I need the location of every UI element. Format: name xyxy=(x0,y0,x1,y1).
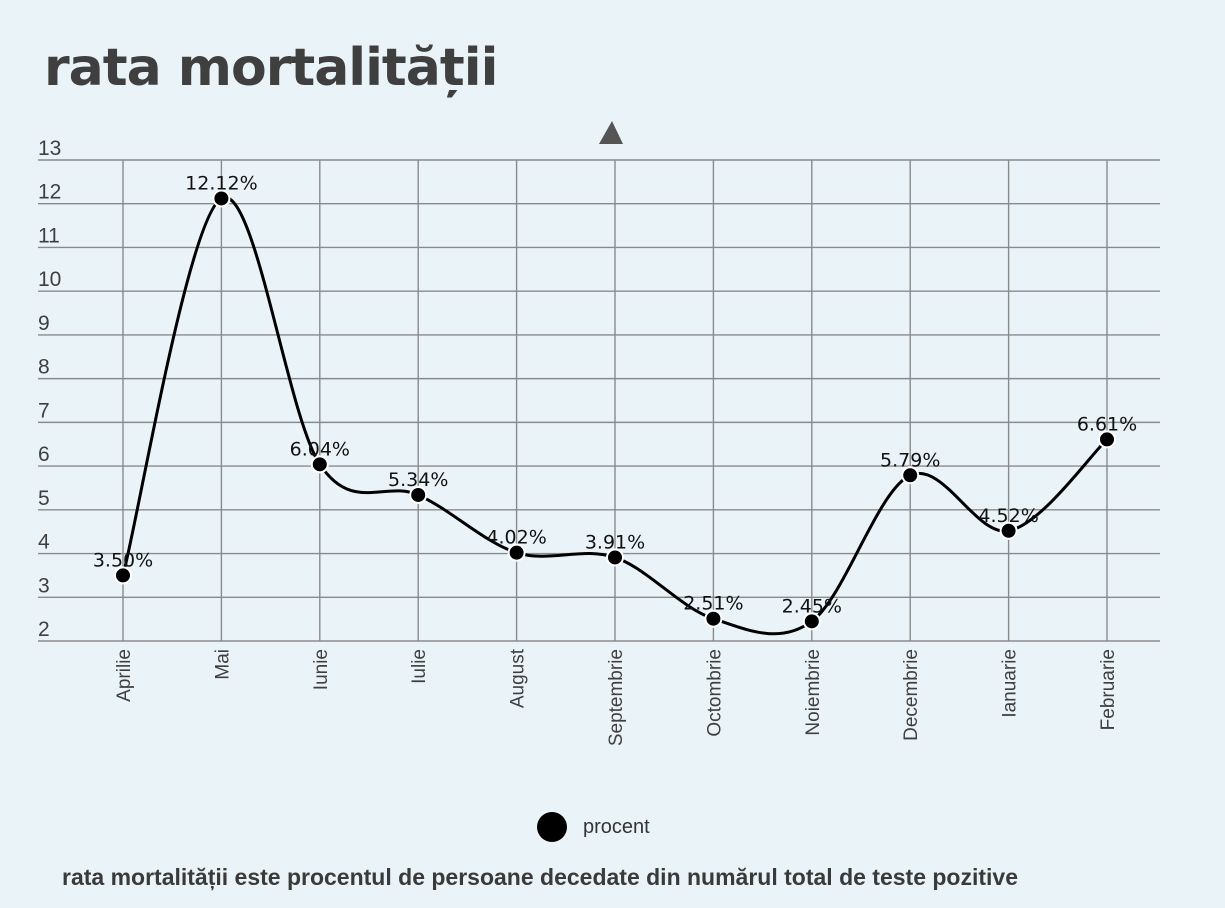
data-label: 3.91% xyxy=(585,531,645,553)
data-point[interactable] xyxy=(114,566,132,585)
data-label: 4.52% xyxy=(978,505,1038,527)
data-label: 5.79% xyxy=(880,449,940,471)
data-point[interactable] xyxy=(999,521,1018,540)
data-point[interactable] xyxy=(507,543,526,562)
x-tick-label: Mai xyxy=(212,649,233,680)
x-tick-label: Octombrie xyxy=(704,649,725,737)
chart-title: rata mortalității xyxy=(44,38,498,98)
data-label: 12.12% xyxy=(185,172,257,194)
data-label: 5.34% xyxy=(388,469,448,491)
y-tick-label: 4 xyxy=(38,531,50,554)
y-tick-label: 9 xyxy=(38,312,50,335)
x-tick-label: Iulie xyxy=(409,649,430,684)
data-point[interactable] xyxy=(409,485,428,504)
x-tick-label: Septembrie xyxy=(606,649,627,746)
grid-layer xyxy=(38,159,1160,642)
data-label: 2.45% xyxy=(782,595,842,617)
legend-marker-icon xyxy=(537,812,567,842)
y-tick-label: 11 xyxy=(38,224,60,247)
footnote: rata mortalității este procentul de pers… xyxy=(62,864,1019,890)
x-tick-label: Noiembrie xyxy=(803,649,824,736)
y-tick-label: 5 xyxy=(38,487,50,510)
data-point[interactable] xyxy=(212,189,231,208)
x-axis-ticks: Aprilie Mai Iunie Iulie August Septembrie Octo… xyxy=(114,648,1119,746)
y-tick-label: 7 xyxy=(38,399,50,422)
y-axis-ticks: 2 3 4 5 6 7 8 9 10 11 12 13 xyxy=(38,137,61,641)
data-point[interactable] xyxy=(901,466,920,485)
x-tick-label: Decembrie xyxy=(901,649,922,741)
data-label: 6.04% xyxy=(290,438,350,460)
y-tick-label: 10 xyxy=(38,268,61,291)
x-tick-label: Iunie xyxy=(311,649,332,690)
data-label: 4.02% xyxy=(486,527,546,549)
y-tick-label: 8 xyxy=(38,356,50,379)
data-labels: 3.50% 12.12% 6.04% 5.34% 4.02% 3.91% 2.51% 2.45… xyxy=(93,172,1137,617)
x-tick-label: Ianuarie xyxy=(1000,649,1021,718)
y-tick-label: 6 xyxy=(38,443,50,466)
x-tick-label: Februarie xyxy=(1098,649,1119,730)
data-point[interactable] xyxy=(310,455,329,474)
x-tick-label: August xyxy=(508,648,529,708)
legend-label: procent xyxy=(583,815,650,838)
x-tick-label: Aprilie xyxy=(114,649,135,702)
data-point[interactable] xyxy=(1098,430,1116,449)
series-line-procent xyxy=(121,196,1109,636)
data-point[interactable] xyxy=(606,548,624,567)
data-label: 3.50% xyxy=(93,549,153,571)
data-label: 6.61% xyxy=(1077,413,1137,435)
legend: procent xyxy=(537,812,650,842)
y-tick-label: 12 xyxy=(38,181,61,204)
y-tick-label: 13 xyxy=(38,137,61,160)
y-tick-label: 2 xyxy=(38,618,50,641)
data-points xyxy=(114,189,1116,631)
triangle-up-icon[interactable] xyxy=(599,121,623,144)
data-label: 2.51% xyxy=(683,593,743,615)
y-tick-label: 3 xyxy=(38,574,50,597)
data-point[interactable] xyxy=(704,609,723,628)
data-point[interactable] xyxy=(802,612,821,631)
